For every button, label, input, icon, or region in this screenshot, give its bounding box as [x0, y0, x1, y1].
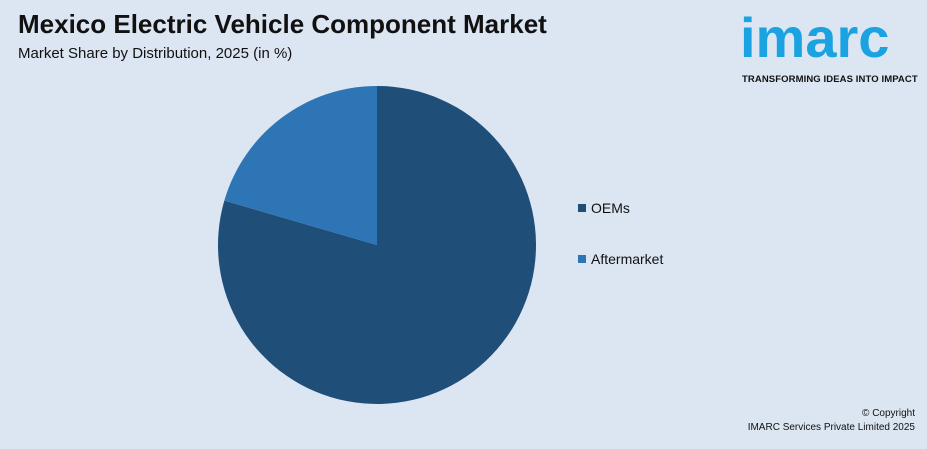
copyright-notice: © Copyright IMARC Services Private Limit…	[748, 407, 915, 435]
copyright-company: IMARC Services Private Limited 2025	[747, 422, 915, 433]
logo-wordmark: imarc	[740, 6, 890, 69]
chart-legend: OEMs Aftermarket	[578, 198, 663, 300]
pie-slice-oems	[217, 86, 536, 405]
logo-tagline: TRANSFORMING IDEAS INTO IMPACT	[742, 74, 918, 85]
imarc-logo: imarc TRANSFORMING IDEAS INTO IMPACT	[740, 8, 920, 88]
legend-item-oems: OEMs	[578, 198, 663, 218]
legend-swatch-aftermarket	[578, 255, 586, 263]
chart-title: Mexico Electric Vehicle Component Market	[18, 9, 547, 39]
legend-label-aftermarket: Aftermarket	[591, 251, 664, 267]
chart-subtitle: Market Share by Distribution, 2025 (in %…	[18, 45, 293, 62]
legend-swatch-oems	[578, 204, 586, 212]
legend-label-oems: OEMs	[591, 200, 630, 216]
legend-item-aftermarket: Aftermarket	[578, 249, 663, 269]
copyright-line: © Copyright	[862, 408, 915, 419]
pie-slice-aftermarket	[224, 86, 377, 245]
pie-chart	[217, 86, 536, 405]
